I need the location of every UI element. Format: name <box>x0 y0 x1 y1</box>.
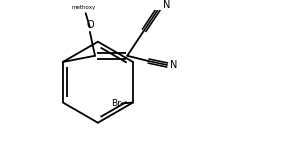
Text: Br: Br <box>111 99 121 108</box>
Text: N: N <box>163 0 170 10</box>
Text: N: N <box>170 60 178 70</box>
Text: O: O <box>86 20 94 30</box>
Text: methoxy: methoxy <box>71 5 96 10</box>
